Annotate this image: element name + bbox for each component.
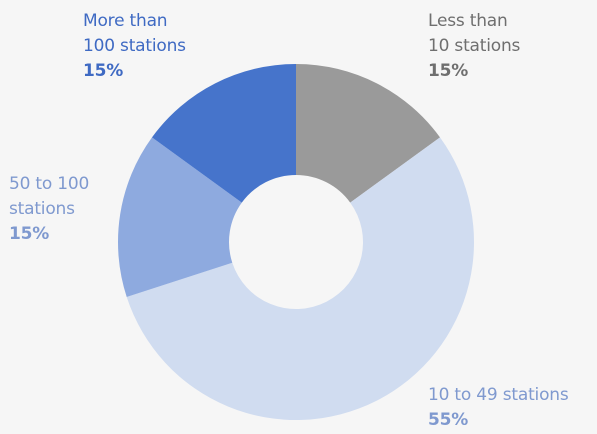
slice-percent: 15% [9, 224, 50, 244]
slice-label-line: More than [83, 11, 168, 31]
slice-more-than-100 [151, 63, 296, 203]
slice-percent: 15% [83, 61, 124, 81]
slice-label-50-to-100: 50 to 100 stations 15% [9, 172, 89, 247]
slice-label-line: 100 stations [83, 36, 186, 56]
slice-percent: 55% [428, 410, 469, 430]
slice-label-line: stations [9, 199, 75, 219]
slice-percent: 15% [428, 61, 469, 81]
slice-less-than-10 [296, 64, 441, 203]
slice-label-line: Less than [428, 11, 508, 31]
slice-label-more-than-100: More than 100 stations 15% [83, 9, 186, 84]
slice-label-line: 10 to 49 stations [428, 385, 569, 405]
slice-50-to-100 [118, 137, 242, 298]
slice-label-line: 50 to 100 [9, 174, 90, 194]
slice-label-10-to-49: 10 to 49 stations 55% [428, 383, 569, 433]
slice-10-to-49 [126, 137, 474, 421]
slice-label-line: 10 stations [428, 36, 521, 56]
slice-label-less-than-10: Less than 10 stations 15% [428, 9, 520, 84]
